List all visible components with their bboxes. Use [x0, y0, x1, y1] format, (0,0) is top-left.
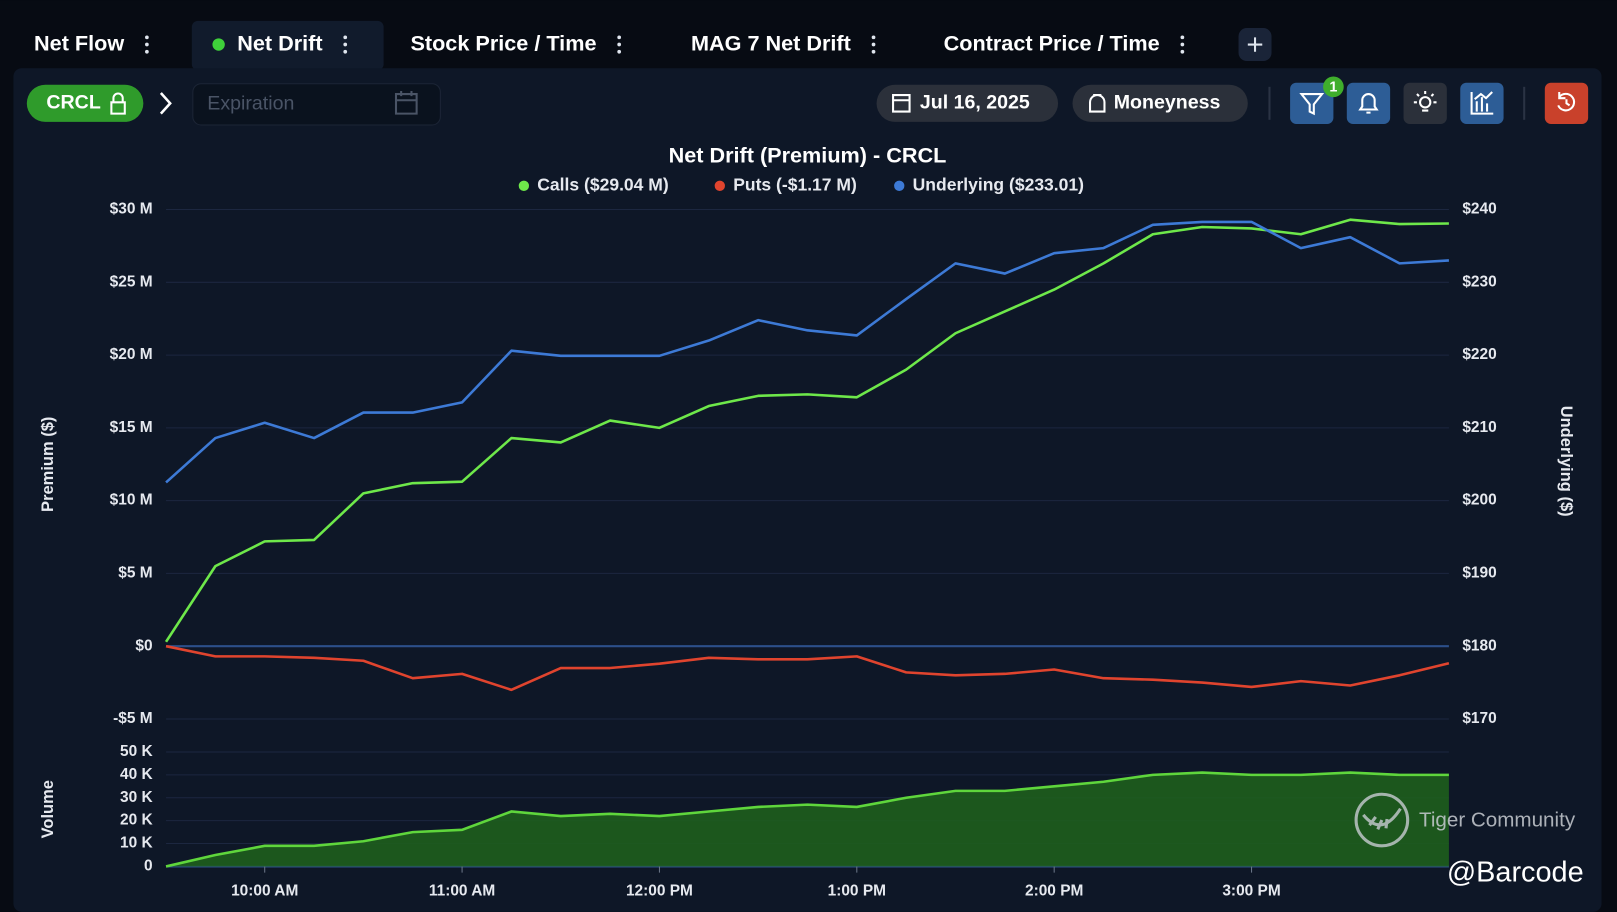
- tab-menu-dot: [1180, 42, 1185, 47]
- symbol: CRCL: [46, 91, 100, 113]
- y-axis-label: Volume: [39, 780, 57, 838]
- x-tick-label: 11:00 AM: [429, 882, 495, 899]
- y-tick-label: 0: [144, 858, 153, 875]
- moneyness-pill[interactable]: [1072, 84, 1248, 122]
- y-tick-label: $0: [135, 637, 152, 654]
- y-tick-label: -$5 M: [113, 710, 153, 727]
- y-tick-label: $30 M: [110, 201, 153, 218]
- y2-tick-label: $220: [1462, 346, 1496, 363]
- watermark-logo: [1354, 792, 1410, 848]
- y-tick-label: 20 K: [120, 812, 153, 829]
- tab-menu-dot: [871, 42, 876, 47]
- y2-tick-label: $200: [1462, 492, 1496, 509]
- tab[interactable]: Stock Price / Time: [410, 30, 596, 55]
- y-tick-label: 40 K: [120, 766, 153, 783]
- moneyness: Moneyness: [1114, 91, 1221, 113]
- x-tick-label: 12:00 PM: [626, 882, 693, 899]
- y-tick-label: 30 K: [120, 789, 153, 806]
- y2-tick-label: $170: [1462, 710, 1496, 727]
- y-tick-label: 50 K: [120, 743, 153, 760]
- chart-title: Net Drift (Premium) - CRCL: [669, 143, 947, 168]
- x-tick-label: 2:00 PM: [1025, 882, 1083, 899]
- plot: $30 M $25 M $20 M $15 M $10 M $5 M $0 -$5 M $240…: [39, 143, 1575, 900]
- date: Jul 16, 2025: [920, 91, 1030, 113]
- tab-menu-dot: [145, 42, 149, 47]
- y2-axis-label: Underlying ($): [1557, 406, 1575, 517]
- tab-menu-dot: [145, 49, 149, 54]
- date-pill[interactable]: [876, 84, 1059, 122]
- x-tick-label: 3:00 PM: [1222, 882, 1280, 899]
- y2-tick-label: $180: [1462, 637, 1496, 654]
- active-tab-bg: [191, 20, 384, 71]
- y2-tick-label: $240: [1462, 201, 1496, 218]
- tab-menu-dot: [617, 35, 622, 40]
- tab-bar: Net Flow Net Drift Stock Price / Time MAG 7…: [34, 30, 1185, 55]
- area-fill: [166, 772, 1449, 867]
- main-panel: [13, 68, 1602, 912]
- tab-menu-dot: [343, 42, 348, 47]
- plus-icon: [1247, 37, 1263, 52]
- filter-icon: [1299, 93, 1325, 116]
- bell-icon: [1358, 93, 1379, 114]
- tab-menu-dot: [1180, 49, 1185, 54]
- series-line: [165, 644, 1450, 692]
- filter-badge-text: 1: [1329, 80, 1337, 96]
- date-icon: [892, 94, 911, 113]
- moneyness-icon: [1089, 94, 1106, 113]
- alert-button[interactable]: [1346, 82, 1391, 124]
- legend-marker: [714, 180, 725, 191]
- y-tick-label: $5 M: [118, 564, 152, 581]
- calendar-icon: [394, 90, 418, 115]
- chart-icon: [1470, 91, 1494, 115]
- series-line: [165, 220, 1449, 484]
- tab[interactable]: Net Drift: [237, 30, 322, 55]
- tab-menu-dot: [343, 35, 348, 40]
- series-line: [164, 218, 1449, 643]
- legend-label[interactable]: Puts (-$1.17 M): [733, 174, 857, 194]
- chevron[interactable]: [159, 92, 172, 115]
- active-dot: [212, 38, 225, 51]
- tab-menu-dot: [871, 35, 876, 40]
- area-line: [165, 771, 1449, 868]
- tab[interactable]: Contract Price / Time: [944, 30, 1160, 55]
- tab-menu-dot: [1180, 35, 1185, 40]
- y2-tick-label: $230: [1462, 273, 1496, 290]
- x-tick-label: 1:00 PM: [828, 882, 886, 899]
- y-tick-label: $20 M: [110, 346, 153, 363]
- bulb-icon: [1419, 96, 1432, 109]
- x-tick-label: 10:00 AM: [231, 882, 298, 899]
- expiration-input[interactable]: [192, 83, 441, 126]
- theme-button[interactable]: [1403, 82, 1447, 124]
- legend-label[interactable]: Calls ($29.04 M): [537, 174, 668, 194]
- legend-marker: [894, 180, 905, 191]
- y-tick-label: 10 K: [120, 835, 153, 852]
- legend-label[interactable]: Underlying ($233.01): [913, 174, 1084, 194]
- y-tick-label: $15 M: [110, 419, 153, 436]
- lock-icon: [110, 92, 126, 115]
- expiration-placeholder: Expiration: [207, 93, 294, 115]
- tab[interactable]: Net Flow: [34, 30, 124, 55]
- y2-tick-label: $190: [1462, 564, 1496, 581]
- filter-badge: [1323, 76, 1344, 98]
- bulb-rays: [1413, 90, 1437, 112]
- tab-menu-dot: [617, 49, 622, 54]
- credit: @Barcode: [1447, 856, 1584, 888]
- tab-menu-dot: [617, 42, 622, 47]
- tab-menu-dot: [343, 49, 348, 54]
- watermark: Tiger Community: [1419, 809, 1576, 832]
- y-tick-label: $25 M: [110, 273, 153, 290]
- tab-menu-dot: [145, 35, 149, 40]
- legend-marker: [518, 180, 530, 191]
- tab[interactable]: MAG 7 Net Drift: [691, 30, 851, 55]
- tab-menu-dot: [871, 49, 876, 54]
- y-axis-label: Premium ($): [39, 417, 57, 512]
- y-tick-label: $10 M: [110, 492, 153, 509]
- reset-icon: [1557, 91, 1576, 112]
- y2-tick-label: $210: [1462, 419, 1496, 436]
- watermark-logo-detail: [1362, 807, 1402, 830]
